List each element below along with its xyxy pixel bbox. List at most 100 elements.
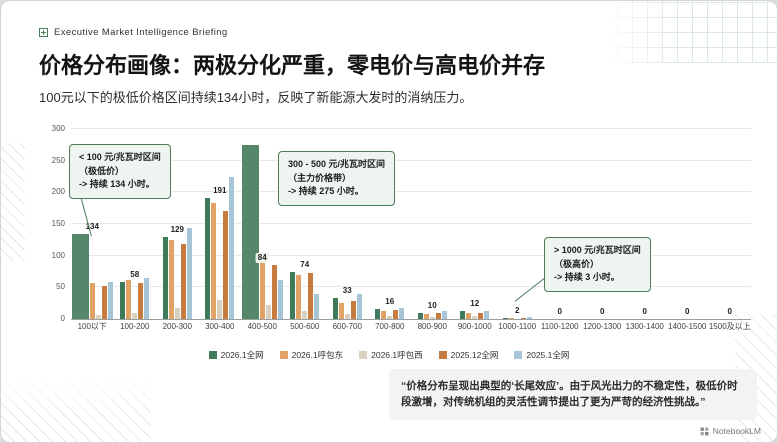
bar-group: 12 900-1000 [454, 129, 497, 331]
bars [205, 176, 235, 319]
bars [290, 272, 320, 319]
annotation-low-price: < 100 元/兆瓦时区间 （极低价） -> 持续 134 小时。 [69, 144, 171, 199]
bar [417, 312, 423, 319]
insight-quote-card: “价格分布呈现出典型的‘长尾效应’。由于风光出力的不稳定性，极低价时段激增，对传… [389, 369, 757, 420]
bar-group: 2 1000-1100 [496, 129, 539, 330]
bar [429, 317, 435, 319]
watermark-label: NotebookLM [712, 426, 761, 436]
y-axis-tick-label: 0 [60, 314, 65, 323]
bars [502, 317, 532, 319]
x-axis-tick-label: 1100-1200 [540, 322, 579, 331]
bar [168, 239, 174, 319]
annotation-line: > 1000 元/兆瓦时区间 [554, 245, 641, 255]
gridline [71, 286, 751, 288]
x-axis-tick-label: 400-500 [247, 322, 277, 331]
bar-group: 84 400-500 [241, 129, 284, 331]
y-axis-tick-label: 50 [56, 282, 65, 292]
bar [302, 311, 308, 319]
bar-group: 0 1200-1300 [581, 129, 624, 331]
x-axis-tick-label: 700-800 [375, 322, 405, 331]
legend-label: 2025.12全网 [450, 350, 499, 360]
bar [180, 244, 186, 319]
notebooklm-icon [700, 427, 709, 435]
bar [296, 274, 302, 319]
bar [502, 317, 508, 319]
bar [89, 282, 95, 319]
watermark: NotebookLM [700, 426, 761, 436]
y-axis-tick-label: 100 [51, 250, 65, 260]
bar [217, 300, 223, 319]
x-axis-tick-label: 200-300 [162, 322, 192, 331]
bar-group: 16 700-800 [369, 129, 412, 330]
bar [162, 237, 168, 319]
legend-item: 2025.12全网 [438, 349, 499, 361]
x-axis-tick-label: 1500及以上 [708, 322, 751, 331]
x-axis-tick-label: 600-700 [332, 322, 362, 331]
bar [314, 293, 320, 319]
y-axis-tick-label: 150 [51, 219, 65, 228]
y-axis-tick-label: 300 [51, 124, 65, 133]
annotation-main-price-band: 300 - 500 元/兆瓦时区间 （主力价格带） -> 持续 275 小时。 [278, 151, 396, 206]
bar [460, 311, 466, 319]
bar-group: 74 500-600 [284, 129, 327, 331]
bar-value-label: 2 [515, 305, 520, 315]
highlight-bar [71, 234, 89, 319]
decorative-stripe-pattern [1, 143, 25, 261]
decorative-stripe-pattern [1, 376, 151, 442]
bar [205, 198, 211, 319]
annotation-line: （极高价） [554, 258, 600, 269]
bar [259, 263, 265, 319]
bar [508, 318, 514, 319]
bar [472, 316, 478, 319]
bar [466, 313, 472, 319]
bar-group: 0 1500及以上 [709, 129, 752, 331]
chart-plot-area: 0 50 100 150 200 250 300 134 100以下 58 100-200 129 20… [52, 125, 752, 331]
bar [186, 228, 192, 319]
gridline [71, 128, 751, 129]
eyebrow: Executive Market Intelligence Briefing [39, 27, 228, 38]
bar [435, 313, 441, 319]
bar [211, 203, 217, 319]
bar [101, 286, 107, 319]
annotation-line: -> 持续 275 小时。 [288, 186, 364, 196]
bars [120, 278, 150, 319]
x-axis-tick-label: 500-600 [290, 322, 320, 331]
x-axis-tick-label: 800-900 [417, 322, 447, 331]
bar [441, 311, 447, 319]
briefing-icon [39, 28, 48, 37]
bar [381, 310, 387, 319]
bar-value-label: 134 [85, 222, 99, 232]
bar-value-label: 33 [342, 286, 352, 296]
bars [241, 144, 283, 319]
bar [344, 313, 350, 319]
bar-value-label: 58 [130, 270, 140, 280]
bar [332, 298, 338, 319]
legend-swatch [359, 351, 368, 359]
chart-legend: 2026.1全网 2026.1呼包东 2026.1呼包西 2025.12全网 2025.… [1, 349, 777, 361]
bar [277, 279, 283, 319]
legend-item: 2025.1全网 [514, 349, 569, 361]
bar [308, 273, 314, 319]
bar-value-label: 191 [213, 186, 227, 196]
bar-value-label: 0 [642, 307, 647, 316]
page-title: 价格分布画像：两极分化严重，零电价与高电价并存 [39, 53, 546, 78]
bar [132, 312, 138, 319]
bar [223, 211, 229, 319]
bar-value-label: 16 [385, 296, 395, 306]
bar [271, 264, 277, 319]
bar [350, 301, 356, 319]
bar [138, 282, 144, 319]
bar [484, 310, 490, 319]
bars [460, 310, 490, 319]
bar [393, 310, 399, 319]
bar [399, 307, 405, 319]
bars [375, 307, 405, 319]
legend-label: 2026.1呼包东 [291, 350, 344, 360]
gridline [71, 159, 751, 161]
bar [265, 305, 271, 319]
x-axis-tick-label: 1400-1500 [668, 322, 707, 331]
legend-label: 2026.1呼包西 [371, 350, 423, 360]
annotation-line: （主力价格带） [288, 172, 352, 183]
annotation-high-price: > 1000 元/兆瓦时区间 （极高价） -> 持续 3 小时。 [544, 237, 651, 292]
